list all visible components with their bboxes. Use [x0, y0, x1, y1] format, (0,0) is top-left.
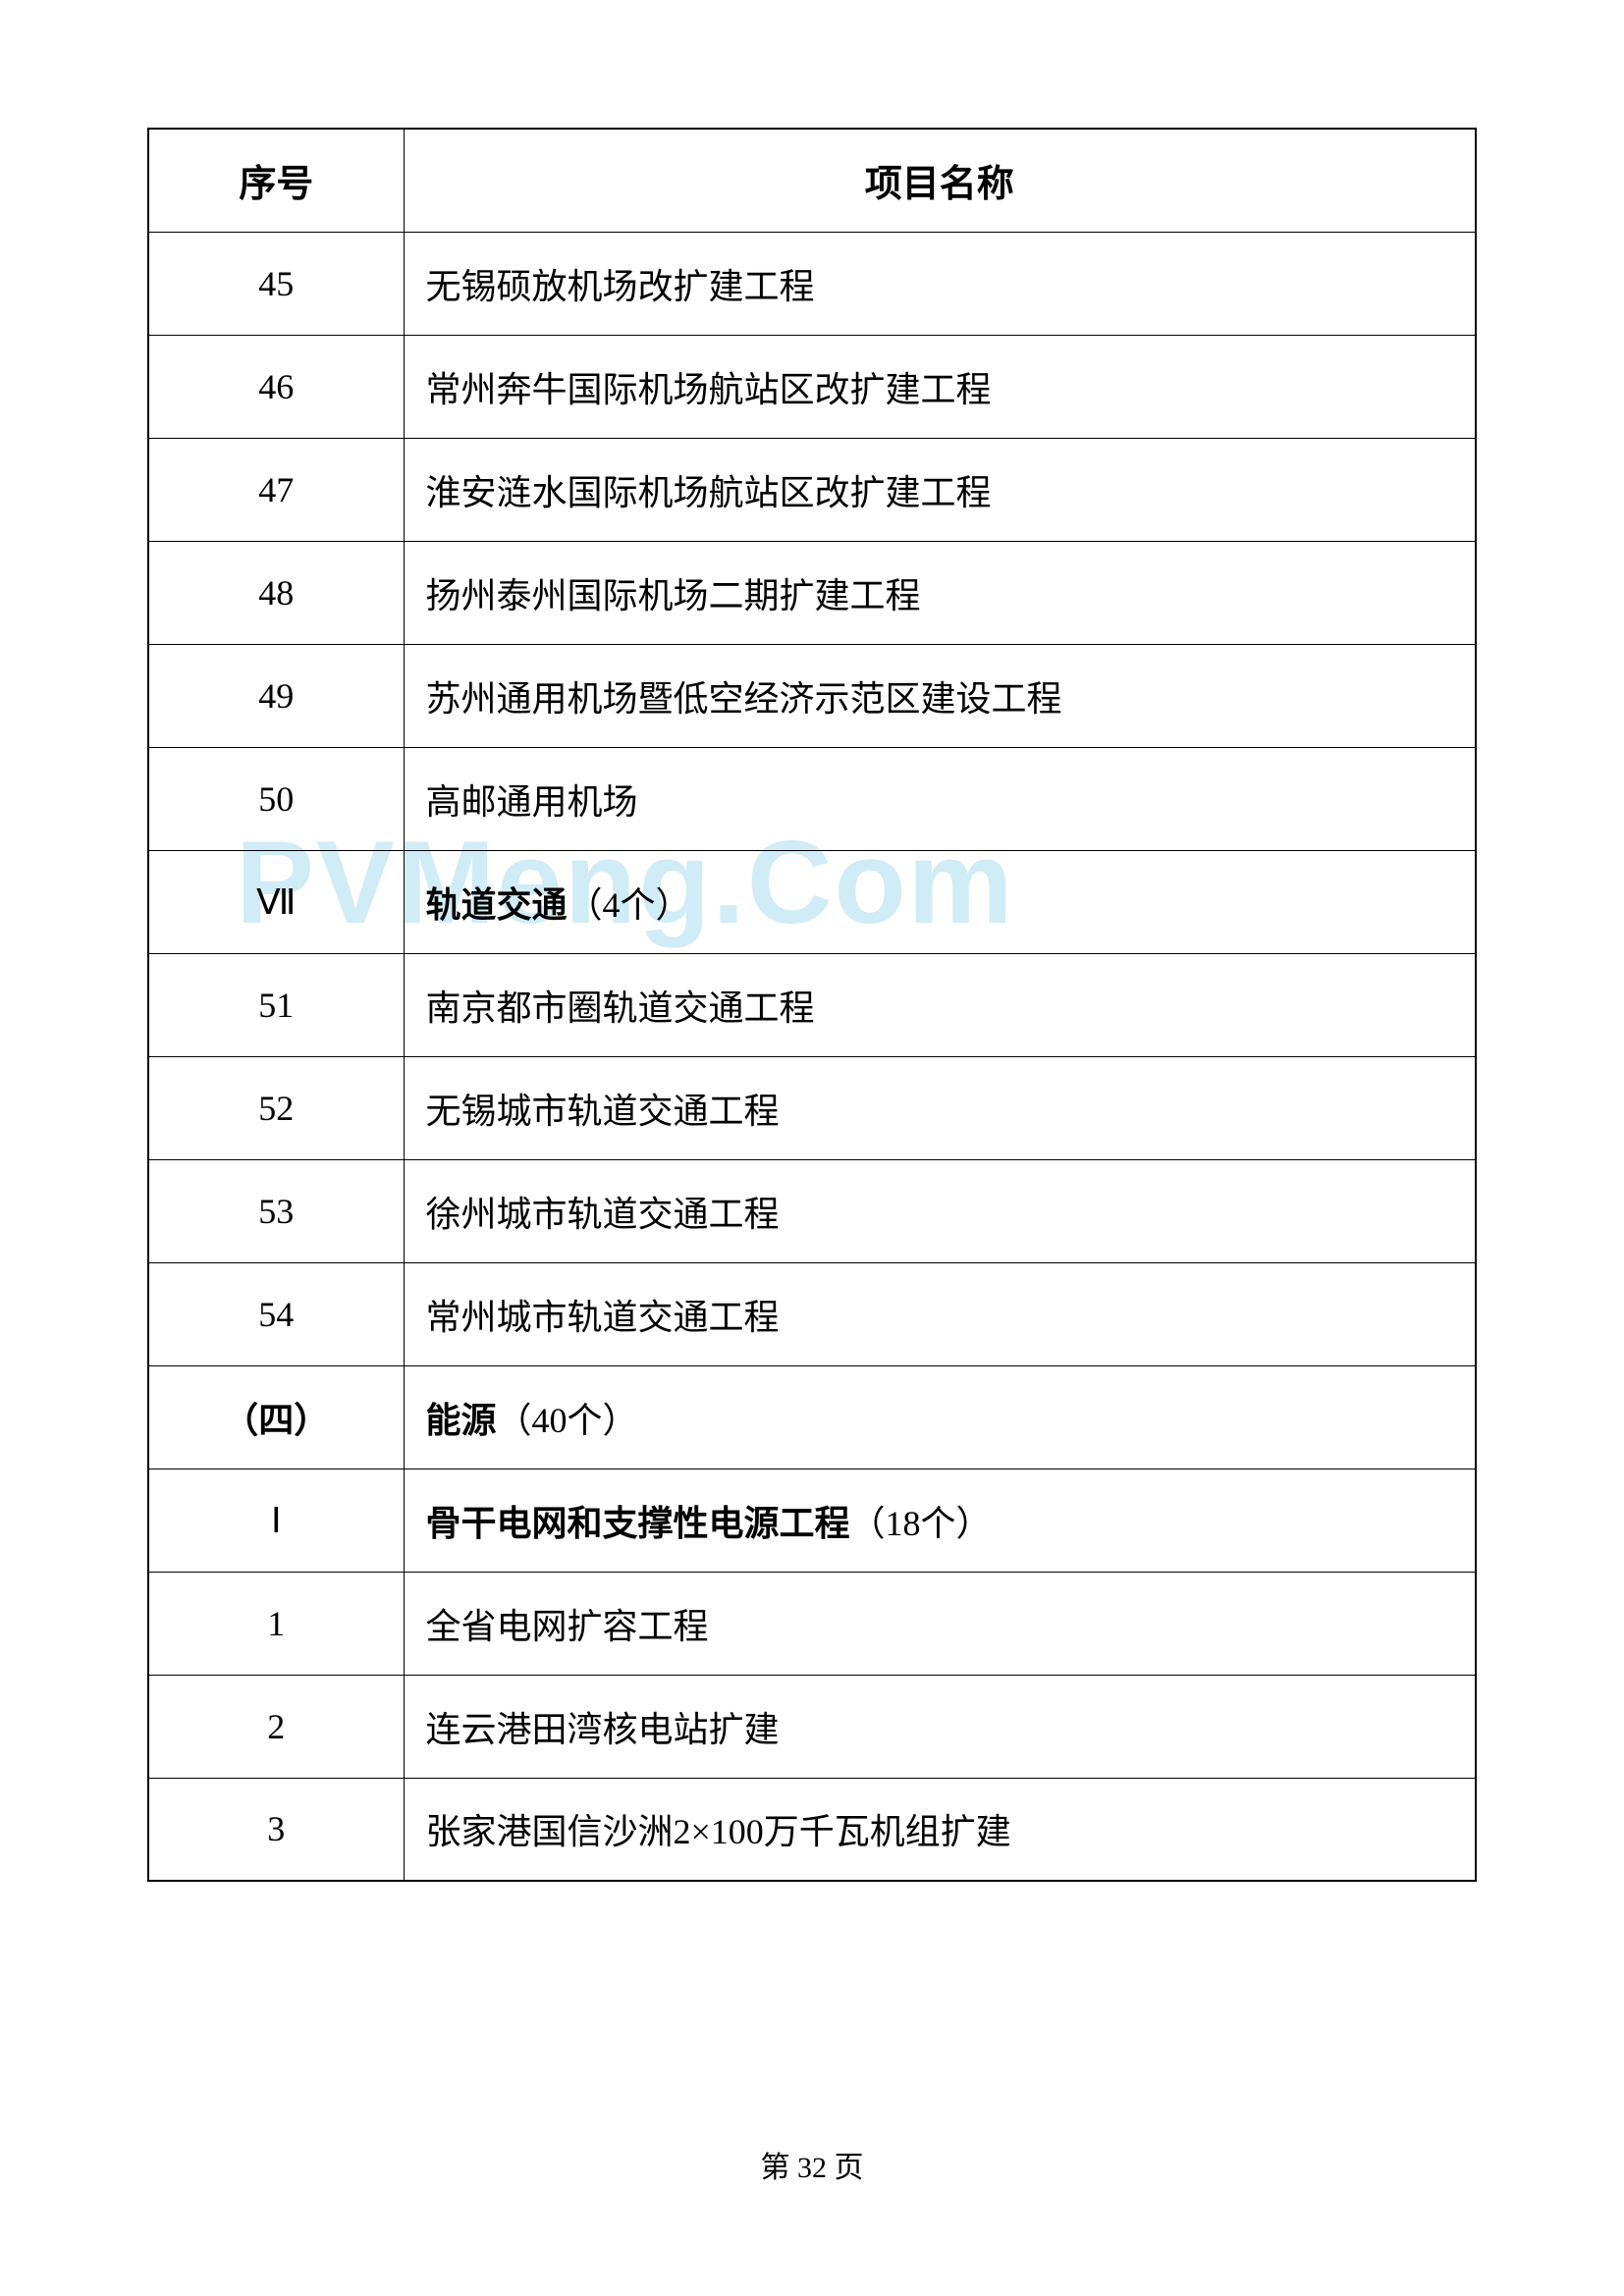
table-row: 52 无锡城市轨道交通工程	[148, 1056, 1476, 1159]
project-table: 序号 项目名称 45 无锡硕放机场改扩建工程 46 常州奔牛国际机场航站区改扩建…	[147, 128, 1477, 1882]
cell-seq: 49	[148, 644, 404, 747]
cell-name: 南京都市圈轨道交通工程	[404, 953, 1476, 1056]
cell-name: 无锡硕放机场改扩建工程	[404, 232, 1476, 335]
cell-seq: Ⅰ	[148, 1468, 404, 1572]
cell-seq: 2	[148, 1675, 404, 1778]
cell-seq: Ⅶ	[148, 850, 404, 953]
cell-name: 能源（40个）	[404, 1365, 1476, 1468]
cell-seq: 1	[148, 1572, 404, 1675]
table-row: 47 淮安涟水国际机场航站区改扩建工程	[148, 438, 1476, 541]
cell-name: 连云港田湾核电站扩建	[404, 1675, 1476, 1778]
cell-seq: 54	[148, 1262, 404, 1365]
table-row: 53 徐州城市轨道交通工程	[148, 1159, 1476, 1262]
cell-name: 苏州通用机场暨低空经济示范区建设工程	[404, 644, 1476, 747]
table-row: Ⅰ 骨干电网和支撑性电源工程（18个）	[148, 1468, 1476, 1572]
cell-seq: （四）	[148, 1365, 404, 1468]
table-body: 45 无锡硕放机场改扩建工程 46 常州奔牛国际机场航站区改扩建工程 47 淮安…	[148, 232, 1476, 1881]
table-row: 2 连云港田湾核电站扩建	[148, 1675, 1476, 1778]
table-row: 1 全省电网扩容工程	[148, 1572, 1476, 1675]
cell-seq: 50	[148, 747, 404, 850]
table-row: 45 无锡硕放机场改扩建工程	[148, 232, 1476, 335]
cell-seq: 46	[148, 335, 404, 438]
cell-name: 轨道交通（4个）	[404, 850, 1476, 953]
cell-name: 常州城市轨道交通工程	[404, 1262, 1476, 1365]
cell-name-bold: 轨道交通	[426, 885, 568, 925]
cell-seq: 53	[148, 1159, 404, 1262]
header-name: 项目名称	[404, 129, 1476, 232]
cell-name: 高邮通用机场	[404, 747, 1476, 850]
cell-seq: 51	[148, 953, 404, 1056]
cell-name-normal: （4个）	[568, 885, 691, 925]
table-row: 3 张家港国信沙洲2×100万千瓦机组扩建	[148, 1778, 1476, 1881]
cell-name: 全省电网扩容工程	[404, 1572, 1476, 1675]
table-row: 51 南京都市圈轨道交通工程	[148, 953, 1476, 1056]
table-wrapper: 序号 项目名称 45 无锡硕放机场改扩建工程 46 常州奔牛国际机场航站区改扩建…	[147, 128, 1477, 1882]
cell-name-bold: 骨干电网和支撑性电源工程	[426, 1504, 850, 1543]
cell-name: 扬州泰州国际机场二期扩建工程	[404, 541, 1476, 644]
cell-name: 常州奔牛国际机场航站区改扩建工程	[404, 335, 1476, 438]
cell-seq: 3	[148, 1778, 404, 1881]
cell-name-normal: （40个）	[497, 1401, 638, 1440]
cell-seq: 47	[148, 438, 404, 541]
page-container: PVMeng.Com 序号 项目名称 45 无锡硕放机场改扩建工程 46 常州奔…	[0, 0, 1624, 2296]
table-row: （四） 能源（40个）	[148, 1365, 1476, 1468]
page-number: 第 32 页	[0, 2143, 1624, 2186]
cell-name-bold: 能源	[426, 1401, 497, 1440]
table-row: Ⅶ 轨道交通（4个）	[148, 850, 1476, 953]
table-row: 49 苏州通用机场暨低空经济示范区建设工程	[148, 644, 1476, 747]
cell-name: 无锡城市轨道交通工程	[404, 1056, 1476, 1159]
table-row: 50 高邮通用机场	[148, 747, 1476, 850]
table-row: 48 扬州泰州国际机场二期扩建工程	[148, 541, 1476, 644]
cell-seq: 48	[148, 541, 404, 644]
table-row: 46 常州奔牛国际机场航站区改扩建工程	[148, 335, 1476, 438]
cell-name: 骨干电网和支撑性电源工程（18个）	[404, 1468, 1476, 1572]
cell-name: 淮安涟水国际机场航站区改扩建工程	[404, 438, 1476, 541]
header-seq: 序号	[148, 129, 404, 232]
table-row: 54 常州城市轨道交通工程	[148, 1262, 1476, 1365]
cell-name: 张家港国信沙洲2×100万千瓦机组扩建	[404, 1778, 1476, 1881]
cell-seq: 45	[148, 232, 404, 335]
cell-name-normal: （18个）	[850, 1504, 992, 1543]
cell-name: 徐州城市轨道交通工程	[404, 1159, 1476, 1262]
table-header-row: 序号 项目名称	[148, 129, 1476, 232]
cell-seq: 52	[148, 1056, 404, 1159]
